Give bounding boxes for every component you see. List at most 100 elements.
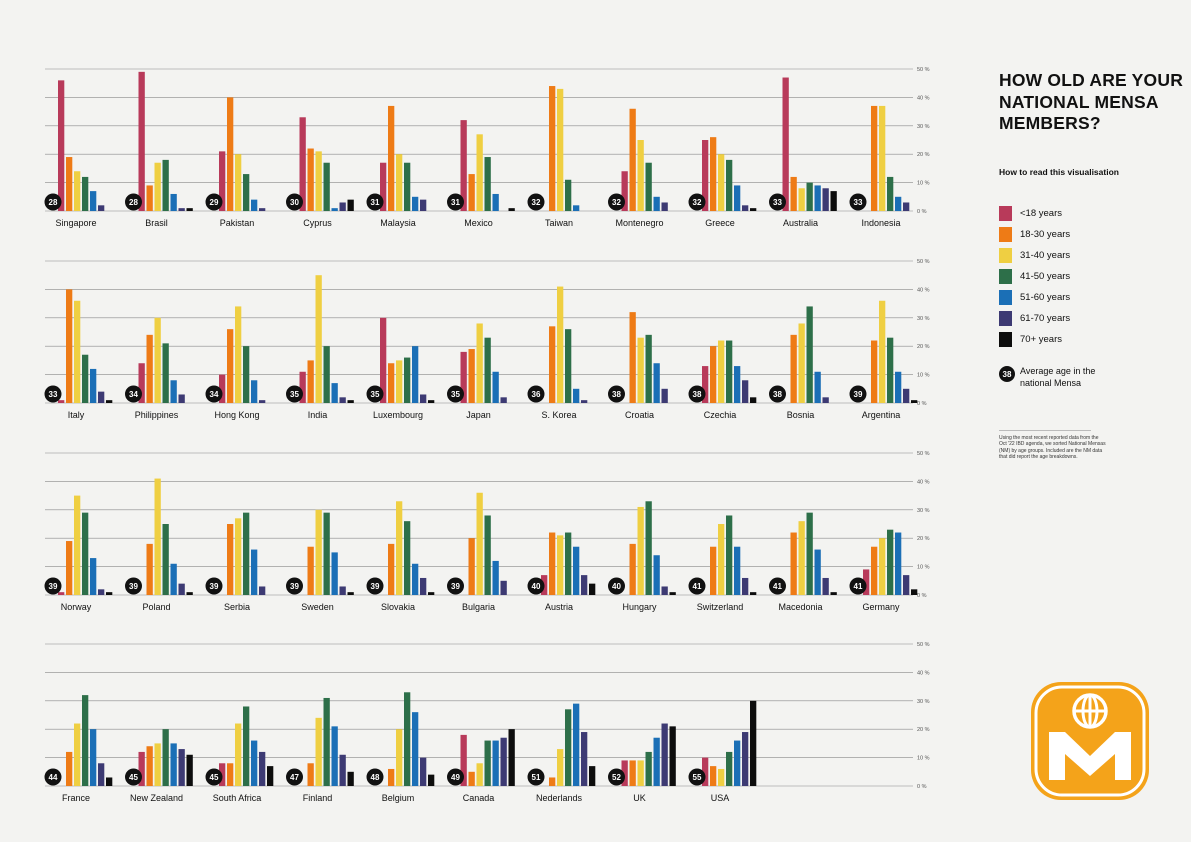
bar — [315, 275, 322, 403]
bar — [396, 154, 403, 211]
average-age-value: 32 — [532, 198, 541, 207]
y-tick-label: 30 % — [917, 699, 930, 705]
legend-item-18-30: 18-30 years — [999, 226, 1070, 242]
bar — [871, 105, 878, 211]
bar — [178, 749, 185, 786]
average-age-value: 32 — [612, 198, 621, 207]
bar — [718, 768, 725, 786]
bar — [412, 196, 419, 211]
bar — [339, 397, 346, 403]
bar — [484, 515, 491, 595]
bar — [637, 506, 644, 595]
bar — [468, 174, 475, 211]
bar — [710, 137, 717, 211]
bar — [911, 400, 918, 403]
bar — [396, 360, 403, 403]
bar — [887, 529, 894, 595]
legend-swatch — [999, 247, 1012, 263]
bar — [162, 159, 169, 211]
bar — [58, 400, 65, 403]
bar — [549, 86, 556, 211]
average-age-badge — [608, 385, 625, 403]
bar — [170, 563, 177, 595]
average-age-value: 49 — [451, 773, 460, 782]
bar — [484, 157, 491, 211]
average-age-badge — [849, 193, 867, 211]
average-age-value: 36 — [532, 390, 541, 399]
country-label: Pakistan — [220, 218, 255, 228]
bar — [251, 380, 258, 403]
bar — [243, 174, 250, 211]
bar — [484, 337, 491, 403]
y-tick-label: 30 % — [917, 316, 930, 322]
average-age-value: 31 — [451, 198, 460, 207]
bar — [323, 697, 330, 786]
country-label: Bosnia — [787, 410, 815, 420]
bar — [243, 512, 250, 595]
bar — [500, 397, 507, 403]
bar — [259, 586, 266, 595]
y-tick-label: 20 % — [917, 727, 930, 733]
bar — [500, 737, 507, 786]
bar — [806, 306, 813, 403]
bar — [170, 380, 177, 403]
average-age-value: 48 — [371, 773, 380, 782]
bar — [573, 703, 580, 786]
bar — [718, 340, 725, 403]
bar — [331, 383, 338, 403]
country-label: Sweden — [301, 602, 334, 612]
bar — [887, 337, 894, 403]
country-label: Slovakia — [381, 602, 415, 612]
bar — [186, 208, 193, 211]
average-age-badge — [366, 385, 384, 403]
bar — [154, 317, 161, 403]
average-age-value: 28 — [129, 198, 138, 207]
bar — [90, 191, 97, 211]
bar — [500, 580, 507, 595]
bar — [742, 732, 749, 786]
bar — [138, 751, 145, 786]
country-label: Indonesia — [861, 218, 900, 228]
bar — [428, 592, 435, 595]
legend-swatch — [999, 310, 1012, 326]
bar — [734, 185, 741, 211]
average-age-badge — [447, 385, 464, 403]
bar — [98, 589, 105, 595]
bar — [178, 208, 185, 211]
bar — [82, 512, 89, 595]
bar — [637, 140, 644, 211]
bar — [621, 171, 628, 211]
bar — [903, 575, 910, 595]
bar — [549, 532, 556, 595]
bar — [323, 512, 330, 595]
y-tick-label: 20 % — [917, 536, 930, 542]
legend-label: 41-50 years — [1020, 270, 1071, 282]
average-age-value: 30 — [290, 198, 299, 207]
bar — [420, 577, 427, 595]
bar — [396, 501, 403, 595]
bar — [476, 323, 483, 403]
bar — [621, 760, 628, 786]
bar — [138, 363, 145, 403]
average-age-badge — [688, 768, 706, 786]
bar — [235, 154, 242, 211]
bar — [146, 334, 153, 403]
average-age-badge — [205, 385, 223, 403]
bar — [557, 286, 564, 403]
methodology-note: Using the most recent reported data from… — [999, 435, 1106, 460]
bar — [90, 558, 97, 595]
bar — [629, 543, 636, 595]
country-label: South Africa — [213, 793, 262, 803]
bar — [74, 495, 81, 595]
bar — [782, 77, 789, 212]
bar — [98, 763, 105, 786]
y-tick-label: 0 % — [917, 593, 927, 599]
bar — [734, 546, 741, 595]
average-age-value: 41 — [693, 582, 702, 591]
country-label: Macedonia — [778, 602, 822, 612]
country-label: Bulgaria — [462, 602, 495, 612]
bar — [573, 388, 580, 403]
bar — [380, 162, 387, 211]
bar — [702, 366, 709, 403]
bar — [428, 400, 435, 403]
